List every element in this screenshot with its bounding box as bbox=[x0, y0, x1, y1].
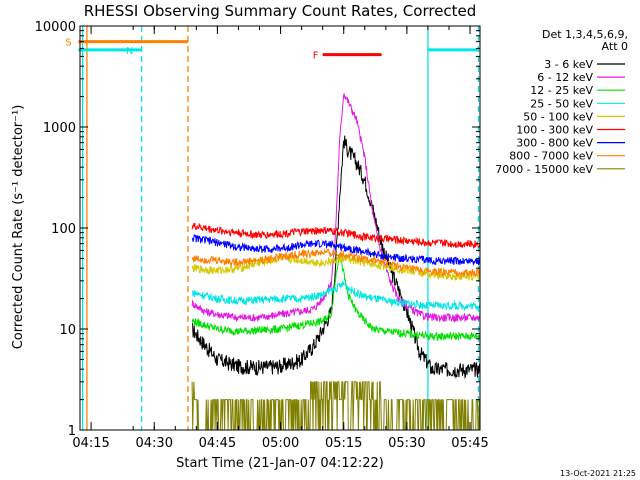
x-axis-label: Start Time (21-Jan-07 04:12:22) bbox=[176, 456, 384, 471]
series-group bbox=[191, 93, 480, 430]
series-line bbox=[191, 93, 480, 323]
chart-title: RHESSI Observing Summary Count Rates, Co… bbox=[84, 2, 477, 20]
legend-header-line: Det 1,3,4,5,6,9, bbox=[542, 28, 628, 41]
x-tick-label: 04:30 bbox=[136, 436, 173, 451]
series-line bbox=[191, 135, 480, 380]
x-tick-label: 05:45 bbox=[451, 436, 488, 451]
legend-entry-label: 50 - 100 keV bbox=[523, 110, 593, 123]
y-tick-label: 1000 bbox=[43, 121, 76, 136]
series-line bbox=[191, 248, 480, 278]
footer-date: 13-Oct-2021 21:25 bbox=[560, 469, 636, 478]
series-line bbox=[191, 222, 480, 250]
legend-entry-label: 100 - 300 keV bbox=[516, 124, 593, 137]
x-tick-label: 05:30 bbox=[388, 436, 425, 451]
legend-header-line: Att 0 bbox=[602, 40, 628, 53]
y-axis-label: Corrected Count Rate (s⁻¹ detector⁻¹) bbox=[11, 105, 26, 350]
y-tick-label: 100 bbox=[51, 222, 76, 237]
x-tick-label: 05:15 bbox=[325, 436, 362, 451]
x-tick-label: 04:45 bbox=[199, 436, 236, 451]
annotation-label: N bbox=[126, 46, 133, 57]
annotation-label: S bbox=[65, 38, 71, 49]
x-axis-ticks: 04:15 04:30 04:45 05:00 05:15 05:30 05:45 bbox=[72, 26, 489, 451]
plot-area: S N F bbox=[65, 25, 481, 431]
series-line bbox=[191, 252, 480, 342]
legend-entry-label: 300 - 800 keV bbox=[516, 137, 593, 150]
legend-entry-label: 25 - 50 keV bbox=[530, 97, 593, 110]
x-tick-label: 04:15 bbox=[72, 436, 109, 451]
legend-entry-label: 7000 - 15000 keV bbox=[495, 163, 593, 176]
legend-entry-label: 6 - 12 keV bbox=[537, 71, 593, 84]
series-line bbox=[191, 381, 480, 430]
y-tick-label: 10 bbox=[59, 323, 76, 338]
annotation-label: F bbox=[313, 51, 319, 62]
y-axis-ticks: 1 10 100 1000 10000 bbox=[35, 20, 480, 439]
legend-entry-label: 12 - 25 keV bbox=[530, 84, 593, 97]
legend-entry-label: 3 - 6 keV bbox=[544, 58, 593, 71]
y-tick-label: 1 bbox=[68, 424, 76, 439]
legend-entry-label: 800 - 7000 keV bbox=[509, 150, 593, 163]
series-line bbox=[191, 281, 480, 312]
y-tick-label: 10000 bbox=[35, 20, 76, 35]
x-tick-label: 05:00 bbox=[262, 436, 299, 451]
series-line bbox=[191, 234, 480, 266]
